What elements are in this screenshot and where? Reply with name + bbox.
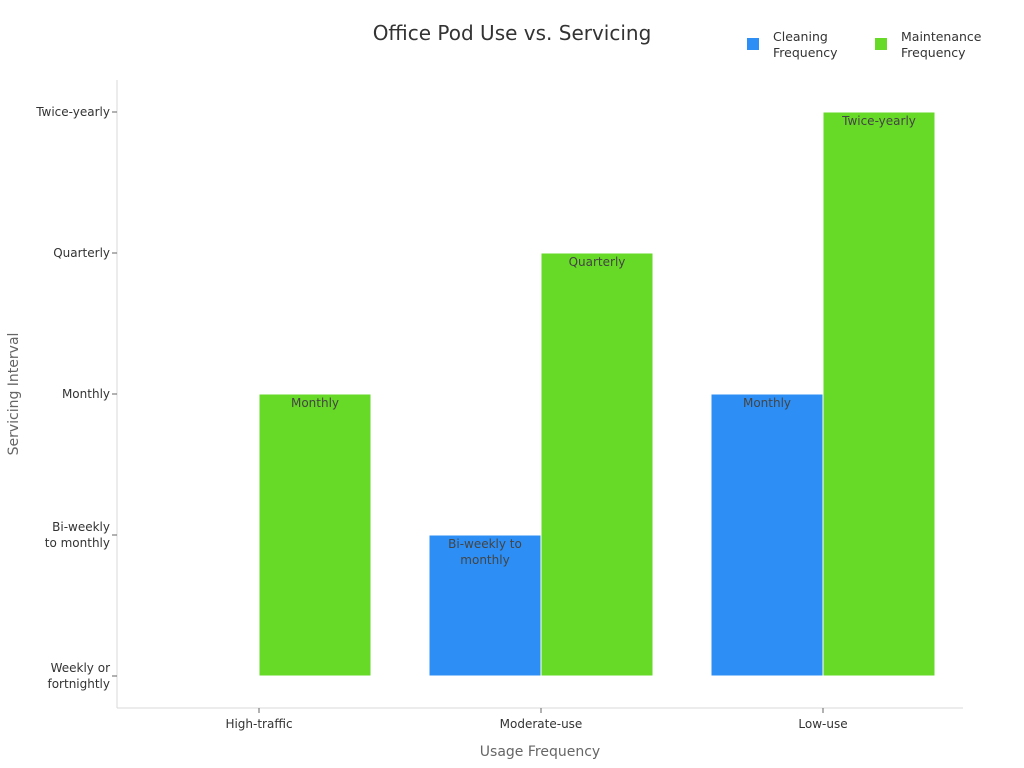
bar-data-label: Bi-weekly to monthly — [448, 537, 522, 567]
bar — [710, 393, 824, 677]
legend-item-maintenance[interactable]: Maintenance Frequency — [875, 29, 983, 61]
legend-item-cleaning[interactable]: Cleaning Frequency — [747, 29, 855, 61]
legend-label-maintenance: Maintenance Frequency — [901, 29, 982, 60]
x-tick-label: High-traffic — [225, 717, 292, 731]
bar-data-label: Quarterly — [569, 255, 626, 269]
y-axis-title: Servicing Interval — [6, 333, 22, 456]
bar — [822, 111, 936, 677]
y-tick-label: Quarterly — [53, 246, 110, 260]
bar-data-label: Monthly — [743, 396, 791, 410]
legend-label-cleaning: Cleaning Frequency — [773, 29, 838, 60]
y-tick-label: Bi-weekly to monthly — [45, 520, 110, 550]
legend-swatch-cleaning — [747, 38, 759, 50]
x-tick-label: Moderate-use — [500, 717, 583, 731]
chart-title: Office Pod Use vs. Servicing — [372, 21, 652, 45]
bar — [258, 393, 372, 677]
bar — [540, 252, 654, 677]
bar — [428, 534, 542, 677]
bar-data-label: Monthly — [291, 396, 339, 410]
x-tick-label: Low-use — [798, 717, 847, 731]
y-tick-label: Monthly — [62, 387, 110, 401]
y-tick-label: Twice-yearly — [35, 105, 110, 119]
legend-swatch-maintenance — [875, 38, 887, 50]
bar-data-label: Twice-yearly — [841, 114, 916, 128]
y-tick-label: Weekly or fortnightly — [47, 661, 110, 691]
x-axis-title: Usage Frequency — [480, 744, 600, 760]
legend: Cleaning Frequency Maintenance Frequency — [747, 29, 983, 61]
